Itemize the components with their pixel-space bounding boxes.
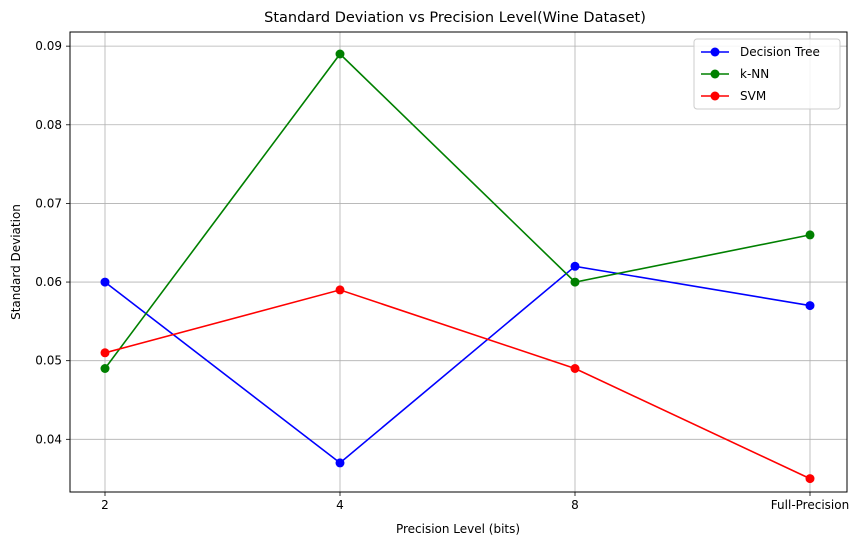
- legend-label-k-nn: k-NN: [740, 67, 769, 81]
- chart-title: Standard Deviation vs Precision Level(Wi…: [264, 10, 646, 26]
- series-line-k-nn: [104, 52, 811, 369]
- x-axis-label: Precision Level (bits): [396, 522, 520, 536]
- series-line-svm: [104, 289, 811, 480]
- data-point-k-nn: [805, 230, 815, 240]
- series-svm: [100, 285, 815, 484]
- x-axis: 2 4 8 Full-Precision: [101, 492, 849, 512]
- y-axis-label: Standard Deviation: [9, 204, 23, 320]
- series-line-decision-tree: [104, 265, 811, 464]
- data-point-k-nn: [570, 277, 580, 287]
- x-tick-label: 4: [336, 498, 344, 512]
- data-point-k-nn: [335, 49, 345, 59]
- legend-box: [693, 38, 841, 110]
- x-tick-label: Full-Precision: [771, 498, 849, 512]
- x-tick-label: 2: [101, 498, 109, 512]
- legend-label-decision-tree: Decision Tree: [740, 45, 820, 59]
- y-tick-label: 0.07: [35, 196, 62, 210]
- data-point-decision-tree: [335, 458, 345, 468]
- y-tick-label: 0.05: [35, 354, 62, 368]
- data-point-decision-tree: [805, 301, 815, 311]
- series-decision-tree: [100, 261, 815, 468]
- x-tick-label: 8: [571, 498, 579, 512]
- legend-swatch-marker-k-nn: [710, 69, 720, 79]
- plot-frame: [69, 31, 848, 493]
- series-k-nn: [100, 49, 815, 373]
- y-tick-label: 0.08: [35, 118, 62, 132]
- data-point-k-nn: [100, 364, 110, 373]
- legend-label-svm: SVM: [740, 89, 766, 103]
- legend-swatch-marker-decision-tree: [710, 47, 720, 57]
- data-point-svm: [570, 364, 580, 373]
- data-point-svm: [335, 285, 345, 295]
- data-point-svm: [805, 474, 815, 484]
- data-point-decision-tree: [100, 277, 110, 287]
- legend-swatch-marker-svm: [710, 91, 720, 101]
- y-tick-label: 0.04: [35, 432, 62, 446]
- y-axis: 0.04 0.05 0.06 0.07 0.08 0.09: [35, 39, 70, 446]
- y-tick-label: 0.06: [35, 275, 62, 289]
- legend: Decision Tree k-NN SVM: [693, 38, 841, 110]
- series-layer: [100, 49, 815, 484]
- data-point-svm: [100, 348, 110, 358]
- data-point-decision-tree: [570, 261, 580, 271]
- y-tick-label: 0.09: [35, 39, 62, 53]
